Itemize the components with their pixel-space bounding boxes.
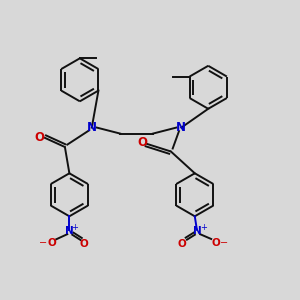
Text: N: N: [194, 226, 202, 236]
Text: O: O: [211, 238, 220, 248]
Text: −: −: [39, 238, 47, 248]
Text: O: O: [34, 131, 44, 144]
Text: N: N: [176, 121, 186, 134]
Text: +: +: [71, 223, 78, 232]
Text: O: O: [137, 136, 147, 149]
Text: O: O: [80, 239, 89, 249]
Text: O: O: [47, 238, 56, 248]
Text: −: −: [220, 238, 228, 248]
Text: +: +: [200, 223, 207, 232]
Text: O: O: [178, 239, 186, 249]
Text: N: N: [65, 226, 74, 236]
Text: N: N: [87, 121, 97, 134]
